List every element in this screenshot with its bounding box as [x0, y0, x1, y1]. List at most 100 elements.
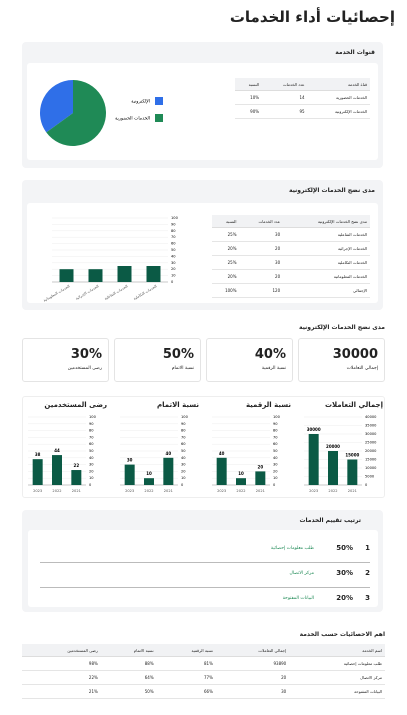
kpi-label: نسبة الرقمية	[261, 366, 286, 371]
bar-chart: 0 10 20 30 40 50 60 70 80 90 100 38 2023 44 2022 22 2021	[28, 415, 97, 493]
data-label: 15000	[345, 453, 359, 458]
table-cell: 30	[239, 227, 284, 242]
legend-swatch	[155, 97, 163, 105]
section-title: مدى نضج الخدمات الإلكترونية	[288, 187, 375, 194]
table-cell: 64%	[100, 670, 157, 685]
column-header: النسبة	[235, 78, 263, 91]
legend-label: الإلكترونية	[131, 99, 150, 105]
table-cell: 100%	[212, 283, 240, 298]
x-tick-label: 2022	[328, 489, 337, 493]
table-cell: 14	[262, 90, 308, 105]
bar-chart: 0 10 20 30 40 50 60 70 80 90 100 الخدمات المعلوماتي…	[43, 216, 179, 303]
y-tick-label: 20000	[365, 449, 377, 453]
service-name: البيانات المفتوحة	[282, 596, 314, 601]
kpi-value: 40%	[254, 347, 286, 362]
chart-title: نسبة الرقمية	[245, 401, 291, 409]
y-tick-label: 0	[89, 483, 92, 487]
data-label: 44	[54, 448, 60, 453]
bar	[146, 266, 161, 282]
y-tick-label: 40	[171, 254, 176, 258]
table-header-row: قناة الخدمة عدد الخدمات النسبة	[235, 78, 370, 91]
y-tick-label: 40	[89, 456, 94, 460]
table-cell: 20%	[212, 269, 240, 284]
table-cell: طلب معلومات إحصائية	[289, 656, 385, 671]
table-cell: 93890	[215, 656, 290, 671]
y-tick-label: 0	[181, 483, 184, 487]
services-table: اسم الخدمة إجمالي التعاملات نسبة الرقمية نس…	[22, 644, 385, 699]
y-tick-label: 70	[181, 435, 186, 439]
x-tick-label: 2023	[309, 489, 318, 493]
table-cell: 81%	[156, 656, 216, 671]
kpi-card: 50% نسبة الاتمام	[114, 338, 201, 382]
table-row: طلب معلومات إحصائية 93890 81% 88% 98%	[22, 656, 385, 671]
y-tick-label: 10000	[365, 466, 377, 470]
bar	[216, 457, 227, 485]
table-row: الخدمات الحضورية 14 10%	[235, 90, 370, 105]
y-tick-label: 15000	[365, 458, 377, 462]
y-tick-label: 10	[273, 476, 278, 480]
bar	[236, 478, 246, 485]
table-row: الخدمات التفاعلية 30 25%	[212, 227, 370, 242]
y-tick-label: 70	[89, 435, 94, 439]
y-tick-label: 30	[181, 463, 186, 467]
column-header: رضى المستخدمين	[22, 644, 101, 657]
y-tick-label: 5000	[365, 475, 375, 479]
data-table: اسم الخدمة إجمالي التعاملات نسبة الرقمية نس…	[22, 644, 385, 699]
data-label: 38	[35, 452, 41, 457]
bar	[88, 269, 103, 282]
table-cell: 22%	[22, 670, 101, 685]
y-tick-label: 10	[181, 476, 186, 480]
bar	[52, 455, 62, 485]
data-label: 20	[258, 464, 264, 469]
rank-percent: 30%	[336, 569, 353, 577]
data-label: 40	[166, 451, 172, 456]
table-header-row: اسم الخدمة إجمالي التعاملات نسبة الرقمية نس…	[22, 644, 385, 657]
table-cell: 10%	[235, 90, 263, 105]
rank-percent: 50%	[336, 544, 353, 552]
table-cell: 20	[215, 670, 290, 685]
table-cell: 50%	[100, 684, 157, 699]
x-tick-label: الخدمات التفاعلية	[104, 284, 129, 301]
x-tick-label: 2021	[164, 489, 173, 493]
column-header: إجمالي التعاملات	[215, 644, 290, 657]
bar	[59, 269, 74, 282]
data-label: 30000	[307, 427, 321, 432]
table-cell: 30	[215, 684, 290, 699]
bar	[347, 459, 358, 485]
bar	[328, 451, 338, 485]
x-tick-label: الخدمات المعلوماتية	[43, 284, 71, 302]
table-cell: الخدمات الحضورية	[307, 90, 370, 105]
y-tick-label: 20	[273, 469, 278, 473]
y-tick-label: 40	[273, 456, 278, 460]
y-tick-label: 40	[181, 456, 186, 460]
divider	[40, 562, 370, 563]
table-cell: 25%	[212, 227, 240, 242]
y-tick-label: 60	[171, 242, 176, 246]
y-tick-label: 100	[89, 415, 97, 419]
y-tick-label: 90	[181, 422, 186, 426]
table-cell: الخدمات الإلكترونية	[307, 104, 370, 119]
service-name: طلب معلومات إحصائية	[270, 546, 314, 551]
kpi-label: رضى المستخدمين	[67, 366, 102, 371]
table-cell: 21%	[22, 684, 101, 699]
bar	[308, 434, 319, 485]
column-header: عدد الخدمات	[262, 78, 308, 91]
y-tick-label: 10	[171, 274, 176, 278]
x-tick-label: 2023	[217, 489, 226, 493]
column-header: نسبة الاتمام	[100, 644, 157, 657]
y-tick-label: 30	[273, 463, 278, 467]
column-header: مدى نضج الخدمات الإلكترونية	[283, 215, 370, 228]
pie-slice	[46, 80, 106, 146]
data-label: 30	[127, 458, 133, 463]
y-tick-label: 35000	[365, 424, 377, 428]
data-table: قناة الخدمة عدد الخدمات النسبة الخدمات الحض…	[235, 78, 370, 119]
rank-number: 2	[365, 569, 370, 577]
column-header: النسبة	[212, 215, 240, 228]
table-cell: 77%	[156, 670, 216, 685]
y-tick-label: 50	[273, 449, 278, 453]
chart-title: نسبة الاتمام	[157, 401, 199, 409]
table-cell: 20	[239, 269, 284, 284]
table-cell: الخدمات الإجرائية	[283, 241, 370, 256]
